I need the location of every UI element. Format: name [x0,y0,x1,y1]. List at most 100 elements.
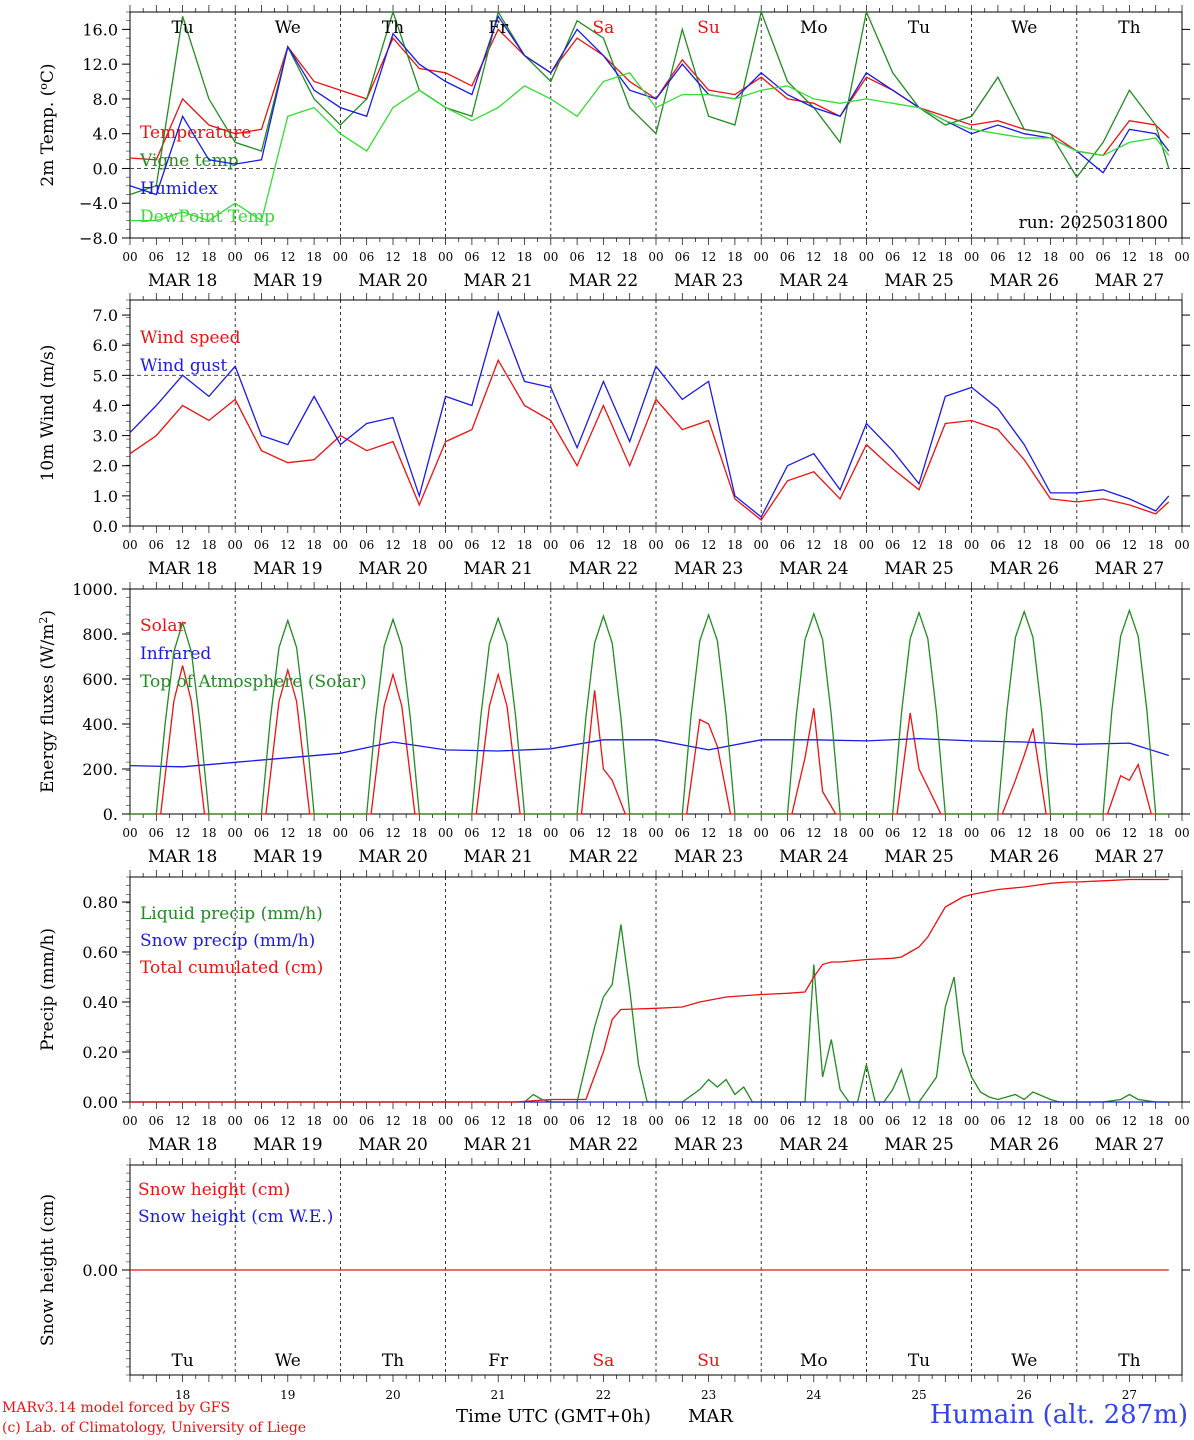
hour-label: 00 [648,826,663,840]
weekday-label-top: Th [382,18,404,38]
y-tick-label: 0. [103,805,118,824]
x-axis-title: Time UTC (GMT+0h) [456,1406,651,1427]
date-label: MAR 24 [779,559,849,579]
date-label: MAR 25 [884,847,954,867]
hour-label: 00 [1174,826,1189,840]
hour-label: 00 [333,826,348,840]
hour-label: 18 [727,538,742,552]
hour-label: 12 [1017,826,1032,840]
model-credit-line1: MARv3.14 model forced by GFS [2,1400,231,1416]
y-axis-label: Precip (mm/h) [38,928,58,1051]
hour-label: 12 [385,538,400,552]
hour-label: 18 [938,826,953,840]
run-label: run: 2025031800 [1019,213,1168,233]
hour-label: 18 [832,1114,847,1128]
legend-entry: Infrared [140,644,211,664]
date-label: MAR 24 [779,271,849,291]
y-tick-label: 7.0 [93,306,118,325]
weekday-label-bottom: Fr [488,1351,509,1371]
hour-label: 06 [149,826,164,840]
chart-panel-1: 16.0 12.0 8.0 4.0 0.0 −4.0 −8.0 2m Temp. (oC) Te… [37,5,1190,291]
hour-label: 00 [228,1114,243,1128]
day-number-label: 23 [701,1388,716,1402]
hour-label: 00 [333,1114,348,1128]
hour-label: 00 [859,250,874,264]
hour-label: 18 [622,538,637,552]
hour-label: 12 [280,250,295,264]
date-label: MAR 26 [989,559,1059,579]
hour-label: 06 [675,538,690,552]
date-label: MAR 21 [463,559,533,579]
hour-label: 12 [280,826,295,840]
hour-label: 00 [543,1114,558,1128]
hour-label: 18 [727,1114,742,1128]
hour-label: 18 [832,538,847,552]
hour-label: 12 [1017,538,1032,552]
y-axis-label: Snow height (cm) [38,1194,58,1346]
hour-label: 00 [122,826,137,840]
y-tick-label: 0.0 [93,517,118,536]
hour-label: 00 [754,1114,769,1128]
hour-label: 18 [306,1114,321,1128]
hour-label: 00 [754,538,769,552]
hour-label: 12 [806,1114,821,1128]
hour-label: 18 [938,538,953,552]
hour-label: 12 [911,538,926,552]
day-number-label: 22 [596,1388,611,1402]
hour-label: 18 [517,1114,532,1128]
hour-label: 18 [1043,826,1058,840]
hour-label: 00 [1174,250,1189,264]
y-tick-label: 1000. [72,580,118,599]
hour-label: 12 [596,1114,611,1128]
hour-label: 12 [596,538,611,552]
hour-label: 06 [990,250,1005,264]
hour-label: 06 [1095,538,1110,552]
hour-label: 06 [149,1114,164,1128]
legend-entry: DewPoint Temp [140,207,275,227]
date-label: MAR 20 [358,1135,428,1155]
hour-label: 06 [780,1114,795,1128]
y-tick-label: 1.0 [93,487,118,506]
y-tick-label: 4.0 [93,125,118,144]
hour-label: 06 [780,250,795,264]
hour-label: 06 [885,250,900,264]
date-label: MAR 23 [674,847,744,867]
hour-label: 12 [806,250,821,264]
hour-label: 18 [1043,1114,1058,1128]
weekday-label-top: Tu [171,18,193,38]
hour-label: 06 [464,538,479,552]
chart-panel-3: 1000. 800. 600. 400. 200. 0. Energy fluxes (W/… [37,580,1190,867]
legend-entry: Snow precip (mm/h) [140,931,315,951]
hour-label: 00 [333,250,348,264]
weekday-label-bottom: Tu [908,1351,930,1371]
hour-label: 06 [780,538,795,552]
date-label: MAR 18 [148,1135,218,1155]
hour-label: 12 [1122,250,1137,264]
hour-label: 06 [254,538,269,552]
date-label: MAR 19 [253,1135,323,1155]
day-number-label: 19 [280,1388,295,1402]
series-line-temperature [129,28,1170,161]
chart-panel-5: 0.00 Snow height (cm) Snow height (cm) Snow… [38,1158,1190,1382]
legend-entry: Wind gust [140,356,227,376]
hour-label: 18 [517,826,532,840]
date-label: MAR 22 [569,847,639,867]
hour-label: 00 [438,250,453,264]
hour-label: 00 [859,1114,874,1128]
hour-label: 12 [806,538,821,552]
day-number-label: 26 [1017,1388,1032,1402]
hour-label: 00 [438,826,453,840]
hour-label: 12 [385,250,400,264]
hour-label: 00 [543,826,558,840]
hour-label: 06 [1095,1114,1110,1128]
weekday-label-bottom: Th [1118,1351,1140,1371]
hour-label: 06 [464,826,479,840]
hour-label: 12 [1122,538,1137,552]
hour-label: 12 [806,826,821,840]
hour-label: 12 [1122,1114,1137,1128]
hour-label: 18 [1148,1114,1163,1128]
hour-label: 18 [727,826,742,840]
y-tick-label: 2.0 [93,457,118,476]
hour-label: 18 [201,538,216,552]
hour-label: 00 [754,250,769,264]
